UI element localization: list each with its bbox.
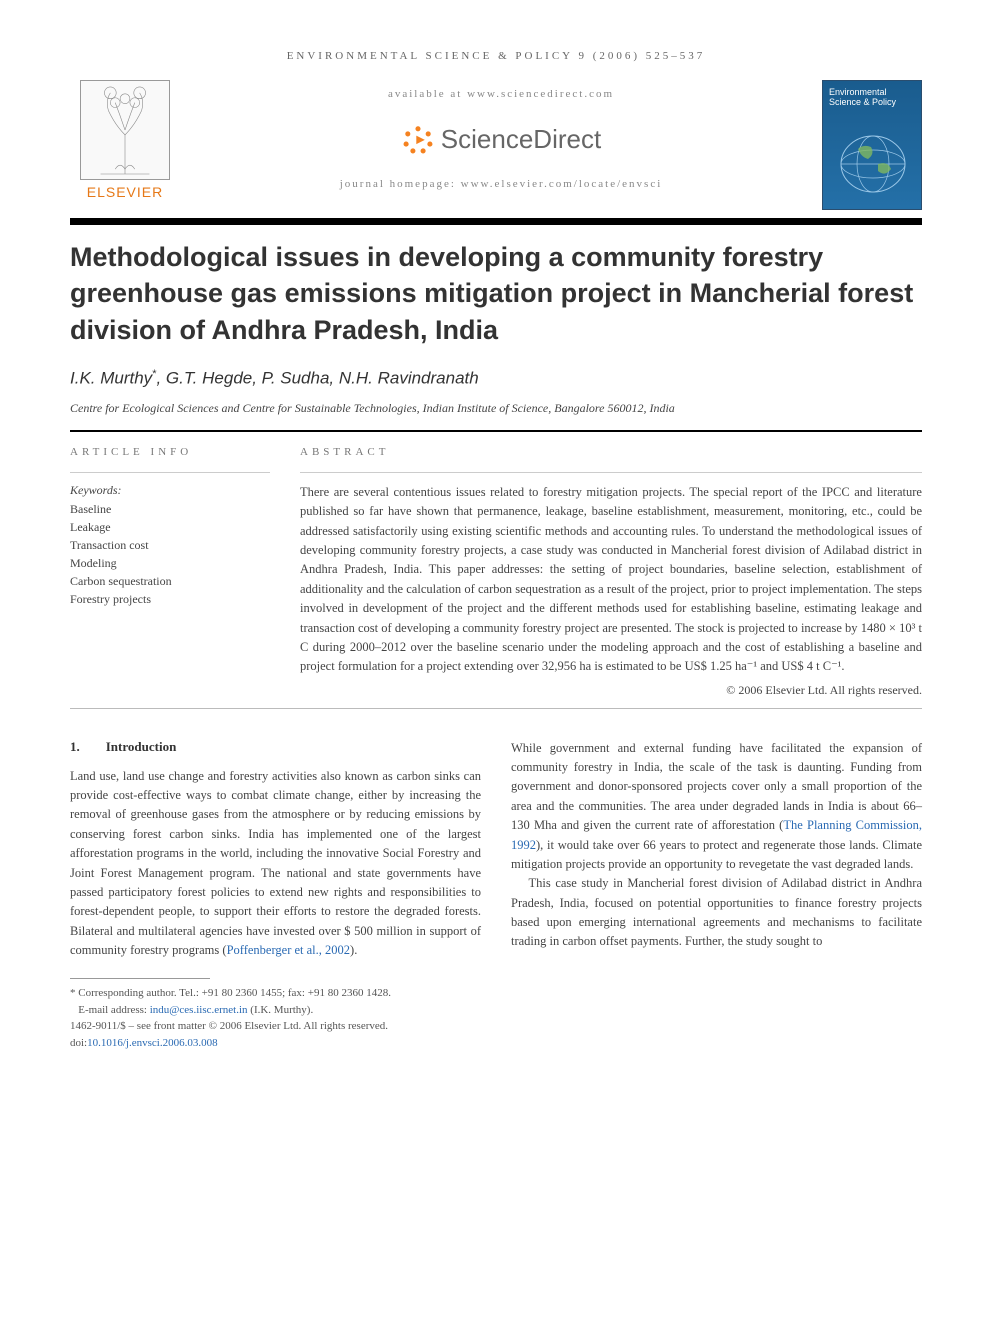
globe-icon [833,129,913,199]
sciencedirect-icon [401,122,435,156]
section-heading: 1. Introduction [70,739,481,755]
keyword: Carbon sequestration [70,572,270,590]
citation-link[interactable]: Poffenberger et al., 2002 [227,943,350,957]
abstract-col: ABSTRACT There are several contentious i… [300,446,922,698]
article-info-label: ARTICLE INFO [70,446,270,458]
corresponding-author-footnote: * Corresponding author. Tel.: +91 80 236… [70,985,481,1002]
affiliation: Centre for Ecological Sciences and Centr… [70,401,922,416]
elsevier-text: ELSEVIER [70,184,180,200]
body-paragraph: This case study in Mancherial forest div… [511,874,922,952]
section-title: Introduction [106,739,177,754]
title-rule-top [70,218,922,225]
divider [70,708,922,709]
journal-cover-thumbnail: Environmental Science & Policy [822,80,922,210]
elsevier-logo: ELSEVIER [70,80,180,200]
doi-footnote: doi:10.1016/j.envsci.2006.03.008 [70,1035,481,1052]
journal-header-meta: ENVIRONMENTAL SCIENCE & POLICY 9 (2006) … [70,50,922,62]
body-col-right: While government and external funding ha… [511,739,922,1052]
keyword: Transaction cost [70,536,270,554]
abstract-text: There are several contentious issues rel… [300,483,922,677]
keyword: Baseline [70,500,270,518]
issn-footnote: 1462-9011/$ – see front matter © 2006 El… [70,1018,481,1035]
footnote-divider [70,978,210,979]
sciencedirect-logo: ScienceDirect [401,122,601,156]
title-rule-bottom [70,430,922,432]
header-center: available at www.sciencedirect.com Scien… [180,80,822,190]
section-number: 1. [70,739,80,754]
keyword: Forestry projects [70,590,270,608]
body-columns: 1. Introduction Land use, land use chang… [70,739,922,1052]
abstract-label: ABSTRACT [300,446,922,458]
keyword: Leakage [70,518,270,536]
authors-line: I.K. Murthy*, G.T. Hegde, P. Sudha, N.H.… [70,368,922,389]
article-title: Methodological issues in developing a co… [70,239,922,348]
body-paragraph: While government and external funding ha… [511,739,922,875]
sciencedirect-text: ScienceDirect [441,124,601,155]
abstract-copyright: © 2006 Elsevier Ltd. All rights reserved… [300,683,922,698]
header-row: ELSEVIER available at www.sciencedirect.… [70,80,922,210]
email-footnote: E-mail address: indu@ces.iisc.ernet.in (… [70,1002,481,1019]
info-abstract-row: ARTICLE INFO Keywords: Baseline Leakage … [70,446,922,698]
email-link[interactable]: indu@ces.iisc.ernet.in [150,1004,248,1016]
journal-homepage-text: journal homepage: www.elsevier.com/locat… [180,178,822,190]
elsevier-tree-icon [80,80,170,180]
body-paragraph: Land use, land use change and forestry a… [70,767,481,961]
keywords-label: Keywords: [70,483,270,498]
available-at-text: available at www.sciencedirect.com [180,88,822,100]
keyword: Modeling [70,554,270,572]
doi-link[interactable]: 10.1016/j.envsci.2006.03.008 [87,1037,217,1049]
article-info-col: ARTICLE INFO Keywords: Baseline Leakage … [70,446,270,698]
journal-cover-title: Environmental Science & Policy [829,87,915,107]
body-col-left: 1. Introduction Land use, land use chang… [70,739,481,1052]
